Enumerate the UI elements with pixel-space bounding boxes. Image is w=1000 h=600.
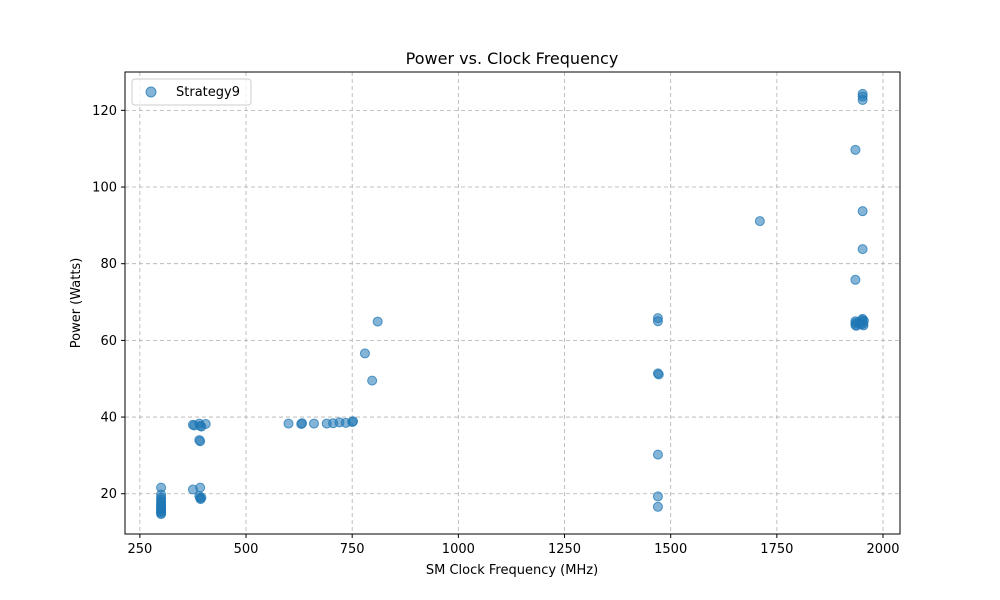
data-point [359,348,370,359]
data-point [652,501,663,512]
data-point [857,206,868,217]
data-point [850,274,861,285]
data-point [195,436,206,447]
y-tick-label: 100 [92,181,117,196]
data-point [283,418,294,429]
legend-marker [145,86,157,98]
x-axis-label: SM Clock Frequency (MHz) [426,563,598,578]
data-point [858,315,869,326]
plot-frame [124,71,901,535]
legend: Strategy9 [131,78,252,106]
data-points [156,88,869,520]
x-axis-ticks: 250 500 750 1000 1250 1500 1750 2000 [127,534,900,557]
y-tick-label: 120 [92,104,117,119]
x-tick-label: 2000 [866,542,899,557]
data-point [857,94,868,105]
data-point [372,316,383,327]
x-tick-label: 750 [340,542,365,557]
data-point [200,418,211,429]
x-tick-label: 500 [234,542,259,557]
y-axis-ticks: 20 40 60 80 100 120 [92,104,125,502]
chart-title: Power vs. Clock Frequency [406,49,619,68]
data-point [348,416,359,427]
y-tick-label: 20 [100,487,117,502]
legend-box [131,78,252,106]
data-point [367,375,378,386]
data-point [308,418,319,429]
data-point [652,449,663,460]
data-point [850,144,861,155]
x-tick-label: 1000 [442,542,475,557]
data-point [156,509,167,520]
y-tick-label: 60 [100,334,117,349]
x-tick-label: 1750 [760,542,793,557]
data-point [857,244,868,255]
data-point [196,492,207,503]
y-tick-label: 80 [100,257,117,272]
y-axis-label: Power (Watts) [69,258,84,349]
x-tick-label: 1500 [654,542,687,557]
data-point [195,482,206,493]
data-point [754,216,765,227]
data-point [652,491,663,502]
data-point [653,369,664,380]
data-point [297,418,308,429]
grid-lines [125,72,900,534]
data-point [652,316,663,327]
legend-label: Strategy9 [176,85,240,100]
x-tick-label: 250 [127,542,152,557]
y-tick-label: 40 [100,411,117,426]
x-tick-label: 1250 [548,542,581,557]
